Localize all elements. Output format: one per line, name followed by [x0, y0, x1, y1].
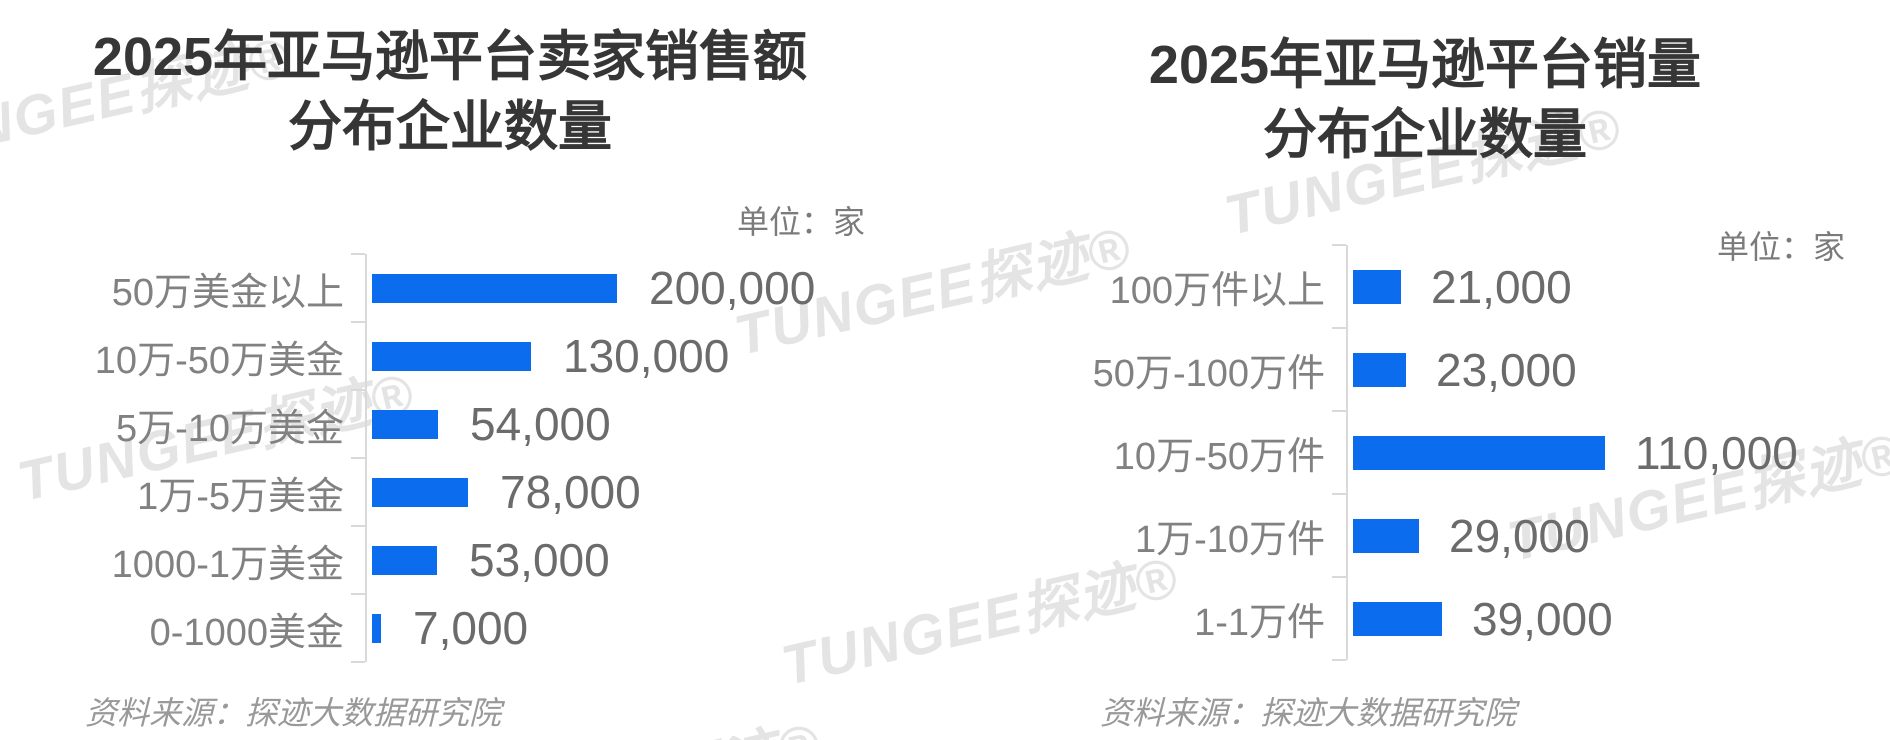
bar [372, 409, 438, 439]
bar [372, 341, 531, 371]
axis-tick [1332, 576, 1346, 578]
value-label: 200,000 [649, 262, 816, 314]
bar-row: 1-1万件 39,000 [960, 577, 1798, 660]
axis-tick [351, 525, 365, 527]
category-label: 50万-100万件 [1092, 353, 1325, 395]
value-label: 54,000 [470, 398, 611, 450]
category-label: 10万-50万件 [1113, 436, 1325, 478]
bar [1353, 269, 1401, 304]
bar [1353, 352, 1406, 387]
bar-rows: 100万件以上 21,000 50万-100万件 23,000 10万-50万件 110,… [960, 245, 1798, 660]
axis-tick [351, 457, 365, 459]
bar-row: 10万-50万件 110,000 [960, 411, 1798, 494]
axis-tick [351, 253, 365, 255]
value-label: 39,000 [1472, 592, 1613, 645]
source-note: 资料来源：探迹大数据研究院 [1100, 695, 1517, 731]
bar-row: 0-1000美金 7,000 [40, 594, 815, 662]
axis-tick [351, 321, 365, 323]
value-label: 21,000 [1431, 260, 1572, 313]
axis-tick [1332, 493, 1346, 495]
category-label: 1000-1万美金 [111, 543, 344, 586]
bar-row: 1万-5万美金 78,000 [40, 458, 815, 526]
value-label: 78,000 [500, 466, 641, 518]
bar-row: 50万美金以上 200,000 [40, 254, 816, 322]
category-label: 0-1000美金 [149, 611, 344, 654]
unit-label: 单位：家 [736, 204, 865, 240]
chart-title-line2: 分布企业数量 [288, 97, 612, 157]
source-note: 资料来源：探迹大数据研究院 [85, 695, 502, 731]
bar [372, 545, 437, 575]
axis-tick [1332, 410, 1346, 412]
category-label: 50万美金以上 [111, 271, 344, 314]
bar-row: 50万-100万件 23,000 [960, 328, 1798, 411]
bar-row: 100万件以上 21,000 [960, 245, 1798, 328]
value-label: 23,000 [1436, 343, 1577, 396]
value-label: 29,000 [1449, 509, 1590, 562]
category-label: 5万-10万美金 [115, 407, 344, 450]
axis-tick [351, 593, 365, 595]
bar [1353, 435, 1605, 470]
chart-title-line2: 分布企业数量 [1263, 105, 1587, 165]
chart-title-line1: 2025年亚马逊平台卖家销售额 [92, 27, 808, 87]
axis-line [365, 254, 367, 662]
axis-tick [351, 661, 365, 663]
bar-row: 5万-10万美金 54,000 [40, 390, 815, 458]
chart-title-line1: 2025年亚马逊平台销量 [1148, 35, 1702, 95]
category-label: 10万-50万美金 [94, 339, 344, 382]
bar [372, 273, 617, 303]
axis-tick [1332, 327, 1346, 329]
axis-tick [1332, 244, 1346, 246]
axis-line [1346, 245, 1348, 660]
chart-title: 2025年亚马逊平台卖家销售额 分布企业数量 [0, 22, 900, 162]
unit-label: 单位：家 [1716, 229, 1845, 265]
category-label: 100万件以上 [1109, 270, 1325, 312]
bar-rows: 50万美金以上 200,000 10万-50万美金 130,000 5万-10万美金 54… [40, 254, 815, 662]
category-label: 1万-5万美金 [137, 475, 344, 518]
bar-row: 1万-10万件 29,000 [960, 494, 1798, 577]
axis-tick [351, 389, 365, 391]
category-label: 1万-10万件 [1134, 519, 1325, 561]
category-label: 1-1万件 [1194, 602, 1325, 644]
axis-tick [1332, 659, 1346, 661]
chart-title: 2025年亚马逊平台销量 分布企业数量 [975, 30, 1875, 170]
bar [372, 613, 381, 643]
bar-row: 1000-1万美金 53,000 [40, 526, 815, 594]
bar [372, 477, 468, 507]
value-label: 53,000 [469, 534, 610, 586]
bar [1353, 518, 1419, 553]
value-label: 7,000 [413, 602, 529, 654]
bar-row: 10万-50万美金 130,000 [40, 322, 815, 390]
bar [1353, 601, 1442, 636]
value-label: 130,000 [563, 330, 730, 382]
value-label: 110,000 [1635, 426, 1798, 479]
